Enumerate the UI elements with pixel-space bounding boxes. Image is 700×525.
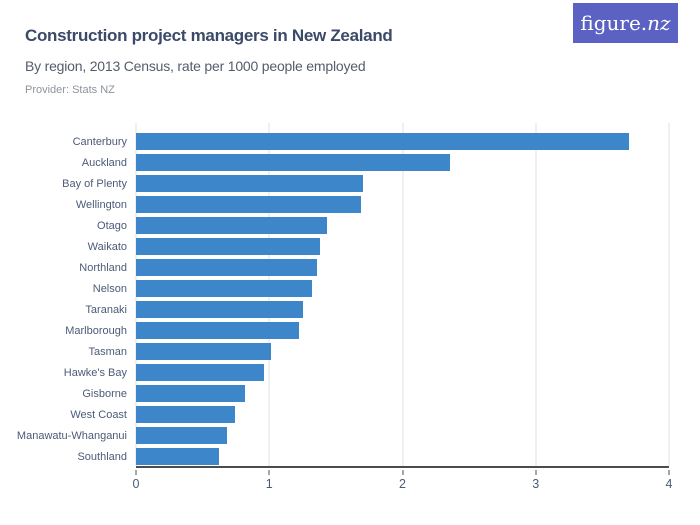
bar-northland xyxy=(136,259,318,276)
bar-track xyxy=(136,385,669,402)
category-label: Otago xyxy=(97,219,127,232)
bar-track xyxy=(136,196,669,213)
bar-west-coast xyxy=(136,406,235,423)
axis-tick-mark xyxy=(668,470,670,475)
bar-track xyxy=(136,217,669,234)
bar-hawke-s-bay xyxy=(136,364,264,381)
bar-row: Gisborne xyxy=(0,383,669,404)
category-label: Marlborough xyxy=(65,324,127,337)
bar-track xyxy=(136,280,669,297)
chart-subtitle: By region, 2013 Census, rate per 1000 pe… xyxy=(25,58,366,74)
category-label: Hawke's Bay xyxy=(63,366,127,379)
axis-tick-mark xyxy=(135,470,137,475)
bar-track xyxy=(136,343,669,360)
bar-row: Waikato xyxy=(0,236,669,257)
category-label: Nelson xyxy=(92,282,127,295)
category-label: Taranaki xyxy=(85,303,127,316)
category-label: Auckland xyxy=(81,156,127,169)
gridline xyxy=(535,123,537,466)
bar-bay-of-plenty xyxy=(136,175,363,192)
gridline xyxy=(668,123,670,466)
axis-tick-label: 2 xyxy=(399,477,406,491)
bar-canterbury xyxy=(136,133,630,150)
bar-row: Nelson xyxy=(0,278,669,299)
category-label: Gisborne xyxy=(82,387,127,400)
bar-row: Southland xyxy=(0,446,669,467)
axis-tick-label: 4 xyxy=(665,477,673,491)
bar-track xyxy=(136,259,669,276)
bar-gisborne xyxy=(136,385,246,402)
bar-row: Northland xyxy=(0,257,669,278)
bar-row: West Coast xyxy=(0,404,669,425)
axis-tick-labels: 0 1 2 3 4 xyxy=(132,477,673,493)
category-label: Bay of Plenty xyxy=(62,177,127,190)
bar-row: Taranaki xyxy=(0,299,669,320)
bar-row: Manawatu-Whanganui xyxy=(0,425,669,446)
bar-track xyxy=(136,301,669,318)
bar-nelson xyxy=(136,280,312,297)
bar-tasman xyxy=(136,343,271,360)
bar-row: Hawke's Bay xyxy=(0,362,669,383)
bar-waikato xyxy=(136,238,320,255)
provider-credit: Provider: Stats NZ xyxy=(25,84,115,96)
bar-track xyxy=(136,133,669,150)
category-label: Wellington xyxy=(75,198,127,211)
bar-track xyxy=(136,154,669,171)
axis-tick-label: 3 xyxy=(532,477,540,491)
bar-row: Canterbury xyxy=(0,131,669,152)
category-label: Canterbury xyxy=(72,135,127,148)
axis-ticks xyxy=(135,470,670,475)
category-label: Manawatu-Whanganui xyxy=(16,429,127,442)
axis-tick-mark xyxy=(535,470,537,475)
axis-tick-mark xyxy=(268,470,270,475)
category-label: West Coast xyxy=(70,408,127,421)
bar-track xyxy=(136,406,669,423)
bar-taranaki xyxy=(136,301,303,318)
bar-track xyxy=(136,448,669,465)
category-label: Northland xyxy=(79,261,127,274)
bar-row: Tasman xyxy=(0,341,669,362)
gridline xyxy=(402,123,403,466)
bar-southland xyxy=(136,448,219,465)
axis-tick-label: 0 xyxy=(132,477,140,491)
logo-text-suffix: nz xyxy=(647,11,671,35)
axis-tick-mark xyxy=(402,470,403,475)
bar-row: Wellington xyxy=(0,194,669,215)
bar-track xyxy=(136,322,669,339)
bar-track xyxy=(136,364,669,381)
bar-auckland xyxy=(136,154,451,171)
category-label: Southland xyxy=(77,450,127,463)
bar-track xyxy=(136,175,669,192)
bar-marlborough xyxy=(136,322,299,339)
bar-track xyxy=(136,427,669,444)
bar-otago xyxy=(136,217,327,234)
bar-row: Otago xyxy=(0,215,669,236)
bar-row: Marlborough xyxy=(0,320,669,341)
chart-title: Construction project managers in New Zea… xyxy=(25,26,393,45)
axis-tick-label: 1 xyxy=(265,477,273,491)
category-label: Waikato xyxy=(87,240,127,253)
bar-track xyxy=(136,238,669,255)
bar-row: Bay of Plenty xyxy=(0,173,669,194)
figure-nz-logo[interactable]: figure. nz xyxy=(573,3,678,43)
bar-manawatu-whanganui xyxy=(136,427,227,444)
bar-row: Auckland xyxy=(0,152,669,173)
category-label: Tasman xyxy=(88,345,127,358)
bar-wellington xyxy=(136,196,362,213)
bar-rows: Canterbury Auckland Bay of Plenty Wellingto… xyxy=(0,131,669,467)
logo-text-main: figure. xyxy=(580,11,648,35)
